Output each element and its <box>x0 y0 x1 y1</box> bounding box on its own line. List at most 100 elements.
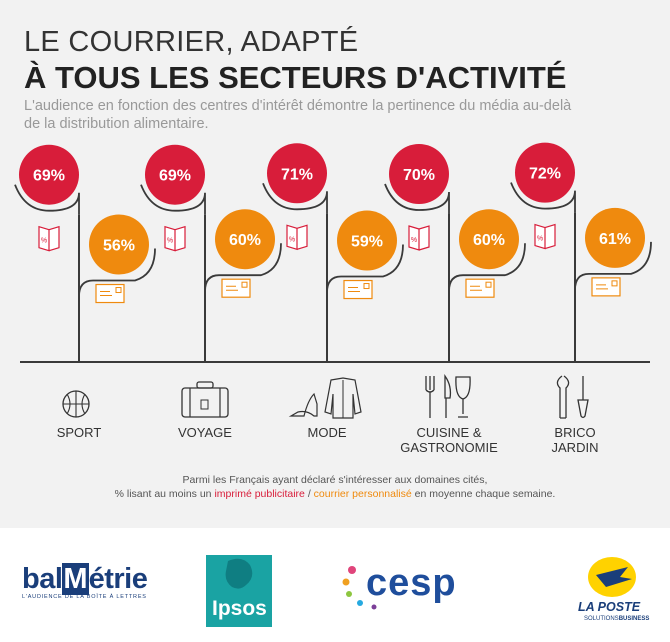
ipsos-logo: Ipsos <box>206 555 272 627</box>
flyer-icon <box>534 223 556 250</box>
orange-connector <box>326 244 404 293</box>
envelope-icon <box>95 283 125 304</box>
subtitle: L'audience en fonction des centres d'int… <box>24 98 572 132</box>
value-circle-orange <box>585 207 645 268</box>
balmetrie-text-a: bal <box>22 563 63 595</box>
suitcase-handle <box>196 381 214 389</box>
flyer-icon <box>38 225 60 252</box>
footnote-prefix: % lisant au moins un <box>114 488 215 500</box>
envelope-stamp <box>363 283 370 290</box>
suitcase-tag <box>200 399 209 410</box>
ipsos-text: Ipsos <box>212 597 267 620</box>
laposte-bird-icon <box>588 557 636 597</box>
knife-shape <box>444 373 452 418</box>
ipsos-mark <box>225 558 253 589</box>
envelope-lines <box>596 284 608 290</box>
envelope-icon <box>591 277 621 297</box>
category-group: 69% 56%% SPORT <box>14 144 156 440</box>
orange-connector <box>574 241 652 290</box>
envelope-stamp <box>611 280 618 287</box>
orange-connector <box>204 243 282 292</box>
envelope-stamp <box>115 287 122 294</box>
category-label: MODE <box>308 425 347 440</box>
balmetrie-text-b: étrie <box>88 563 148 595</box>
laposte-logo: LA POSTE SOLUTIONSBUSINESS <box>570 555 650 635</box>
envelope-stamp <box>241 281 248 288</box>
title-line-1: LE COURRIER, ADAPTÉ <box>24 26 359 58</box>
category-group: 70% 60%% CUISINE &GASTRONOMIE <box>384 144 526 455</box>
value-circle-orange <box>337 210 397 271</box>
envelope-stamp <box>485 281 492 288</box>
balmetrie-tagline: L'AUDIENCE DE LA BOÎTE À LETTRES <box>22 594 147 600</box>
category-label: CUISINE & <box>416 425 481 440</box>
flyer-percent-mark: % <box>289 236 295 243</box>
laposte-tagline-b: BUSINESS <box>618 616 650 622</box>
flyer-percent-mark: % <box>167 238 173 245</box>
envelope-lines <box>100 291 112 297</box>
orange-connector <box>448 243 526 292</box>
fork-shape <box>425 376 435 418</box>
wrench-shape <box>556 375 570 419</box>
basketball-seam <box>63 391 89 417</box>
value-label-orange: 61% <box>599 231 631 248</box>
trowel-shape <box>577 376 589 419</box>
laposte-tagline: SOLUTIONSBUSINESS <box>584 616 649 622</box>
red-connector <box>14 184 80 215</box>
flyer-icon <box>408 225 430 251</box>
red-connector <box>510 182 576 213</box>
flyer-percent-mark: % <box>411 237 417 244</box>
balmetrie-m-mark: M <box>62 563 89 595</box>
glass-shape <box>455 376 471 418</box>
value-label-orange: 59% <box>351 234 383 251</box>
value-label-orange: 60% <box>473 232 505 249</box>
envelope-icon <box>343 279 373 300</box>
red-connector <box>384 183 450 214</box>
footnote-series-1: imprimé publicitaire <box>214 488 305 500</box>
flyer-icon <box>286 224 308 251</box>
cesp-text: cesp <box>366 562 457 604</box>
jacket-shape <box>324 377 362 419</box>
envelope-icon <box>465 278 495 298</box>
value-label-red: 69% <box>33 168 65 185</box>
category-label: GASTRONOMIE <box>400 440 498 455</box>
envelope-lines <box>470 285 482 291</box>
footnote-line-1: Parmi les Français ayant déclaré s'intér… <box>182 474 488 486</box>
footnote-series-2: courrier personnalisé <box>313 488 412 500</box>
flyer-percent-mark: % <box>537 236 543 243</box>
value-circle-red <box>389 144 449 204</box>
value-label-orange: 60% <box>229 232 261 249</box>
value-circle-red <box>515 142 575 203</box>
red-connector <box>140 184 206 215</box>
category-label: JARDIN <box>552 440 599 455</box>
flyer-percent-mark: % <box>41 238 47 245</box>
shoe-shape <box>288 392 318 417</box>
envelope-icon <box>221 278 251 298</box>
category-label: VOYAGE <box>178 425 232 440</box>
orange-connector <box>78 248 156 297</box>
value-label-red: 69% <box>159 168 191 185</box>
flyer-icon <box>164 225 186 252</box>
value-label-red: 70% <box>403 167 435 184</box>
value-circle-orange <box>215 209 275 270</box>
category-label: SPORT <box>57 425 102 440</box>
cesp-logo: cesp <box>340 560 490 615</box>
footnote-line-2: % lisant au moins un imprimé publicitair… <box>0 488 670 500</box>
footnote-separator: / <box>304 488 314 500</box>
value-circle-red <box>267 143 327 204</box>
value-circle-red <box>145 144 205 205</box>
value-circle-orange <box>459 209 519 270</box>
suitcase-straps <box>189 388 221 417</box>
laposte-tagline-a: SOLUTIONS <box>584 616 619 622</box>
chart: 69% 56%% SPORT 69% 60%% VOYAGE 71% 59%% MODE 70% 6… <box>14 142 652 455</box>
value-circle-red <box>19 144 79 205</box>
red-connector <box>262 182 328 214</box>
basketball-curve <box>66 393 86 415</box>
value-label-orange: 56% <box>103 238 135 255</box>
footnote-suffix: en moyenne chaque semaine. <box>411 488 556 500</box>
value-label-red: 72% <box>529 166 561 183</box>
cesp-swirl-icon <box>342 566 377 610</box>
category-group: 71% 59%% MODE <box>262 143 404 440</box>
category-group: 69% 60%% VOYAGE <box>140 144 282 440</box>
laposte-text: LA POSTE <box>578 600 641 614</box>
